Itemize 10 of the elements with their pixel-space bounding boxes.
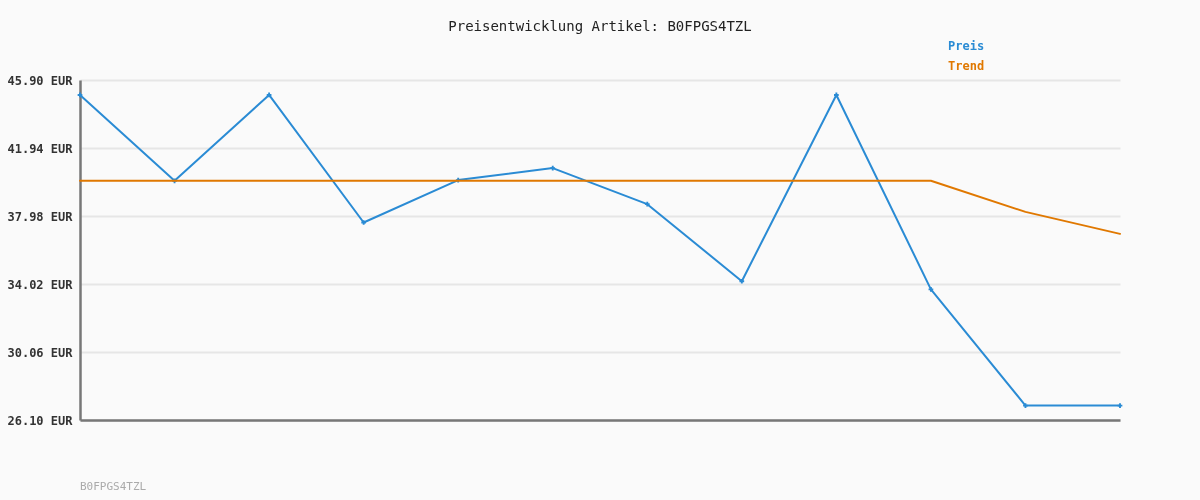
y-tick-label: 37.98 EUR [7, 209, 74, 224]
y-tick-label: 45.90 EUR [7, 73, 74, 88]
text: Trend [948, 59, 985, 73]
chart-title: Preisentwicklung Artikel: B0FPGS4TZL [448, 18, 752, 34]
y-tick-label: 26.10 EUR [7, 413, 74, 428]
text: B0FPGS4TZL [80, 480, 147, 493]
y-tick-label: 41.94 EUR [7, 141, 74, 156]
text: Preis [948, 39, 985, 53]
y-tick-label: 30.06 EUR [7, 345, 74, 360]
y-tick-label: 34.02 EUR [7, 277, 74, 292]
